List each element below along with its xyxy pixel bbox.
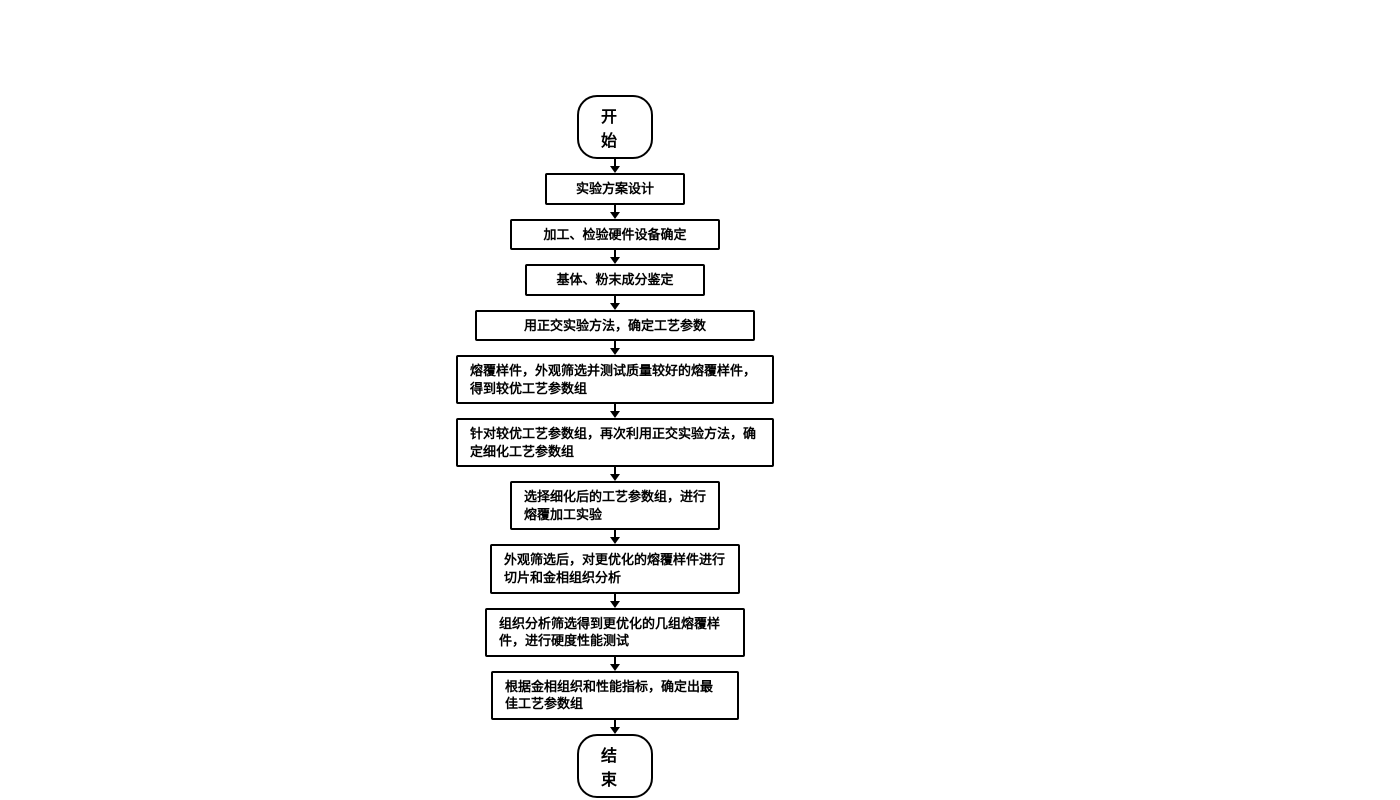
flowchart-arrow	[610, 657, 620, 671]
flowchart-arrow	[610, 296, 620, 310]
flowchart-node-composition: 基体、粉末成分鉴定	[525, 264, 705, 296]
flowchart-arrow	[610, 404, 620, 418]
flowchart-arrow	[610, 467, 620, 481]
flowchart-node-start: 开始	[577, 95, 653, 159]
flowchart-arrow	[610, 341, 620, 355]
flowchart-arrow	[610, 159, 620, 173]
flowchart-node-design: 实验方案设计	[545, 173, 685, 205]
flowchart-node-metallographic: 外观筛选后，对更优化的熔覆样件进行切片和金相组织分析	[490, 544, 740, 593]
flowchart-arrow	[610, 205, 620, 219]
flowchart-node-orthogonal: 用正交实验方法，确定工艺参数	[475, 310, 755, 342]
flowchart-node-equipment: 加工、检验硬件设备确定	[510, 219, 720, 251]
flowchart-node-hardness-test: 组织分析筛选得到更优化的几组熔覆样件，进行硬度性能测试	[485, 608, 745, 657]
flowchart-arrow	[610, 720, 620, 734]
flowchart-container: 开始 实验方案设计 加工、检验硬件设备确定 基体、粉末成分鉴定 用正交实验方法，…	[455, 95, 775, 798]
flowchart-node-refined-experiment: 选择细化后的工艺参数组，进行熔覆加工实验	[510, 481, 720, 530]
flowchart-node-refine-params: 针对较优工艺参数组，再次利用正交实验方法，确定细化工艺参数组	[456, 418, 774, 467]
flowchart-arrow	[610, 530, 620, 544]
flowchart-node-end: 结束	[577, 734, 653, 798]
flowchart-arrow	[610, 250, 620, 264]
flowchart-arrow	[610, 594, 620, 608]
flowchart-node-cladding-optimize: 熔覆样件，外观筛选并测试质量较好的熔覆样件，得到较优工艺参数组	[456, 355, 774, 404]
flowchart-node-best-params: 根据金相组织和性能指标，确定出最佳工艺参数组	[491, 671, 739, 720]
